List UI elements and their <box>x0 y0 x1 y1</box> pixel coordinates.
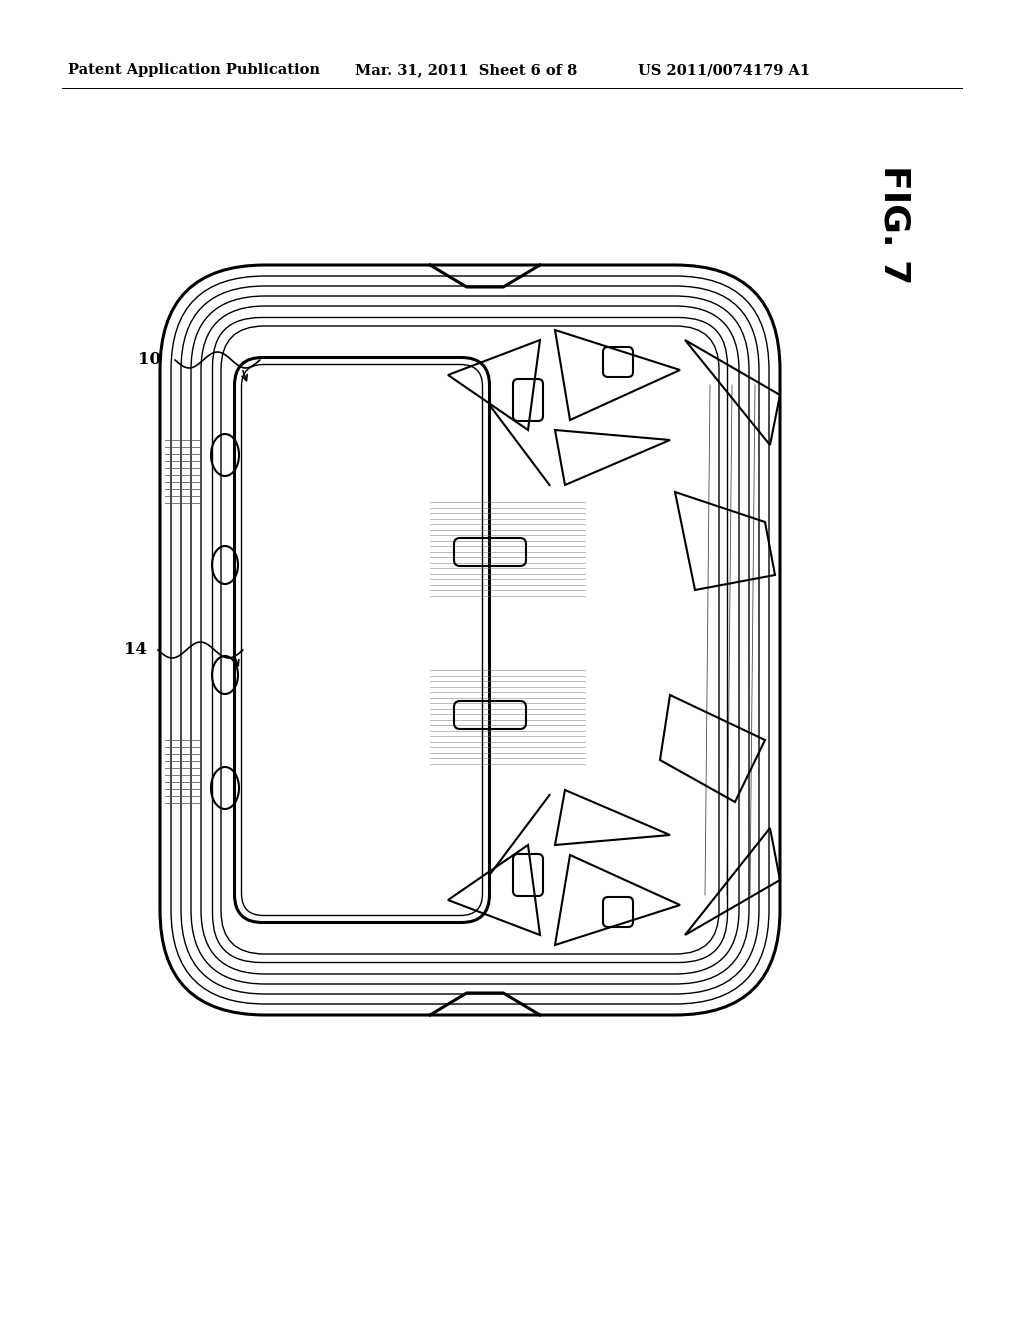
Text: FIG. 7: FIG. 7 <box>878 165 912 285</box>
Text: 14: 14 <box>124 642 146 659</box>
Text: Patent Application Publication: Patent Application Publication <box>68 63 319 77</box>
FancyBboxPatch shape <box>234 358 489 923</box>
Text: 10: 10 <box>138 351 162 368</box>
Text: Mar. 31, 2011  Sheet 6 of 8: Mar. 31, 2011 Sheet 6 of 8 <box>355 63 578 77</box>
Text: US 2011/0074179 A1: US 2011/0074179 A1 <box>638 63 810 77</box>
